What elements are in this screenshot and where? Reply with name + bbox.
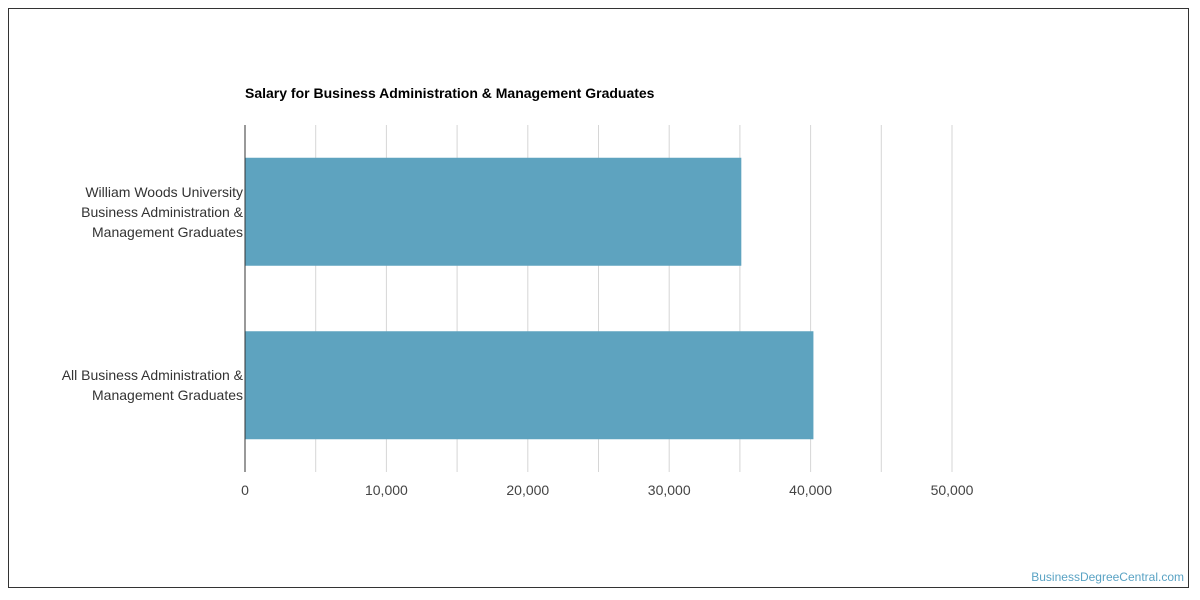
category-label-line: William Woods University — [85, 183, 243, 200]
category-label: All Business Administration & Management … — [62, 365, 243, 405]
bar — [245, 157, 742, 266]
x-tick-labels: 0 10,000 20,000 30,000 40,000 50,000 — [241, 482, 974, 498]
category-label-line: Management Graduates — [92, 387, 243, 404]
bars — [245, 157, 814, 440]
x-tick-label: 50,000 — [931, 482, 974, 498]
x-tick-label: 20,000 — [506, 482, 549, 498]
category-label-line: Business Administration & — [81, 203, 243, 220]
watermark: BusinessDegreeCentral.com — [1031, 570, 1184, 584]
x-tick-label: 30,000 — [648, 482, 691, 498]
bar — [245, 331, 814, 440]
category-label: William Woods University Business Adminis… — [81, 182, 243, 242]
x-tick-label: 10,000 — [365, 482, 408, 498]
category-label-line: Management Graduates — [92, 223, 243, 240]
category-label-line: All Business Administration & — [61, 367, 243, 384]
chart-title: Salary for Business Administration & Man… — [245, 85, 655, 101]
x-tick-label: 40,000 — [789, 482, 832, 498]
x-tick-label: 0 — [241, 482, 249, 498]
